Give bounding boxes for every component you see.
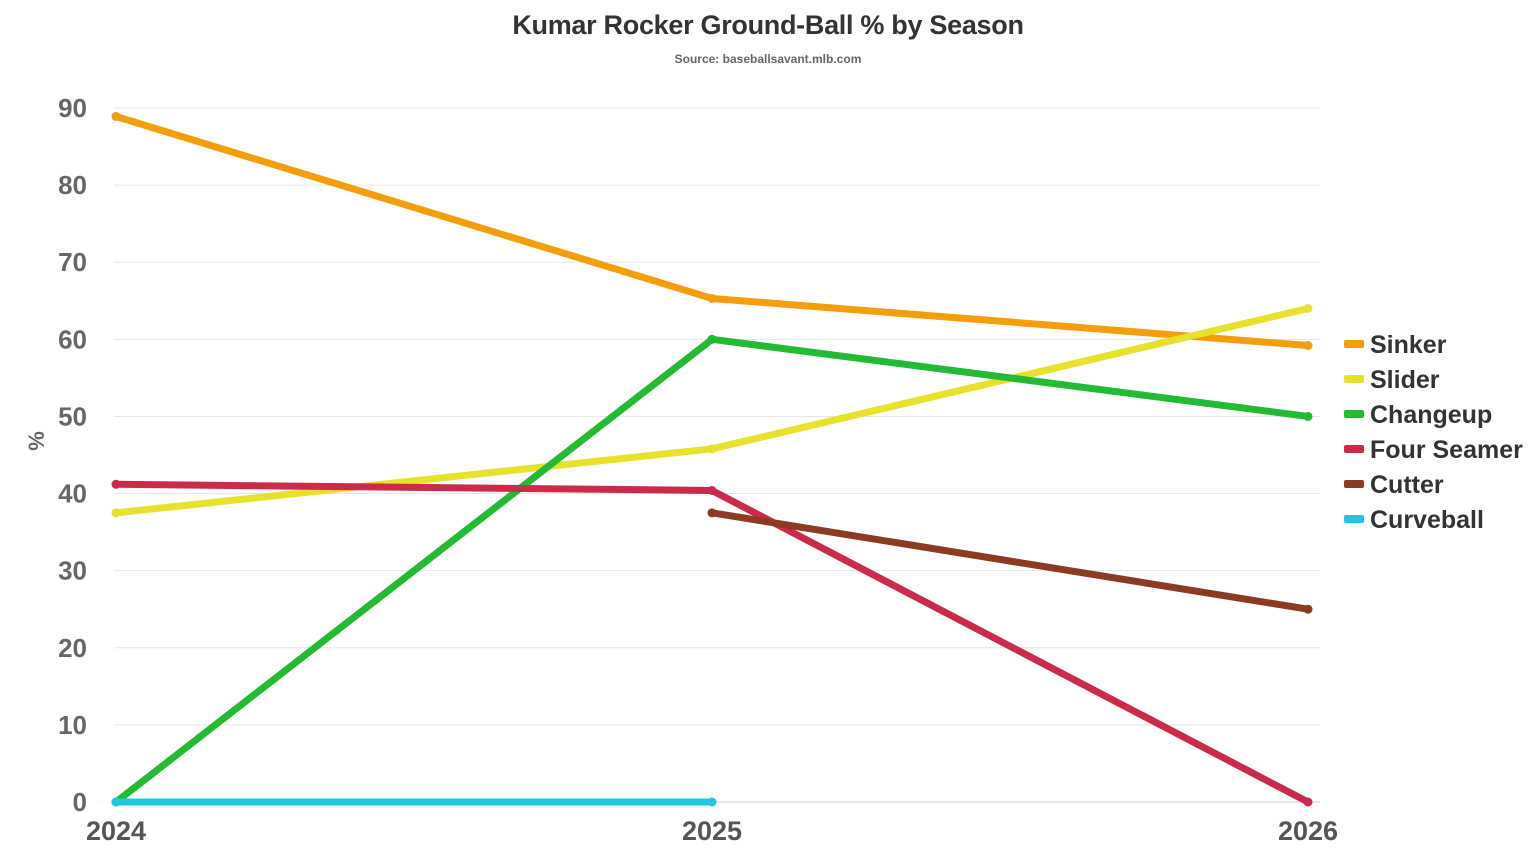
legend-label-sinker: Sinker bbox=[1370, 331, 1447, 359]
data-point-slider bbox=[111, 508, 121, 518]
legend-label-curveball: Curveball bbox=[1370, 506, 1484, 534]
x-tick-label: 2025 bbox=[682, 816, 742, 846]
data-point-curveball bbox=[111, 797, 121, 807]
legend-swatch-curveball bbox=[1344, 515, 1364, 523]
y-axis-label: % bbox=[24, 431, 49, 451]
y-tick-label: 30 bbox=[58, 556, 87, 586]
series-cutter bbox=[707, 508, 1313, 614]
y-tick-label: 70 bbox=[58, 247, 87, 277]
y-tick-label: 80 bbox=[58, 170, 87, 200]
legend-label-four-seamer: Four Seamer bbox=[1370, 436, 1523, 464]
series-slider bbox=[111, 303, 1313, 518]
legend-label-cutter: Cutter bbox=[1370, 471, 1444, 499]
series-sinker bbox=[111, 111, 1313, 351]
data-point-sinker bbox=[707, 293, 717, 303]
y-tick-label: 10 bbox=[58, 710, 87, 740]
series-line-cutter bbox=[708, 509, 1312, 613]
legend-swatch-sinker bbox=[1344, 340, 1364, 348]
x-tick-label: 2024 bbox=[86, 816, 146, 846]
data-point-curveball bbox=[707, 797, 717, 807]
data-point-cutter bbox=[707, 508, 717, 518]
legend-label-changeup: Changeup bbox=[1370, 401, 1492, 429]
data-point-slider bbox=[1303, 303, 1313, 313]
series-line-four-seamer bbox=[112, 480, 1312, 806]
y-tick-label: 20 bbox=[58, 633, 87, 663]
chart-title: Kumar Rocker Ground-Ball % by Season bbox=[512, 10, 1024, 40]
data-point-changeup bbox=[1303, 411, 1313, 421]
legend-swatch-four-seamer bbox=[1344, 445, 1364, 453]
legend-label-slider: Slider bbox=[1370, 366, 1440, 394]
legend-swatch-slider bbox=[1344, 375, 1364, 383]
y-tick-label: 40 bbox=[58, 479, 87, 509]
data-point-changeup bbox=[707, 334, 717, 344]
legend-swatch-cutter bbox=[1344, 480, 1364, 488]
series-four-seamer bbox=[111, 479, 1313, 807]
y-tick-label: 60 bbox=[58, 324, 87, 354]
data-point-sinker bbox=[111, 111, 121, 121]
y-tick-label: 50 bbox=[58, 401, 87, 431]
data-point-cutter bbox=[1303, 604, 1313, 614]
data-point-four-seamer bbox=[707, 485, 717, 495]
data-point-four-seamer bbox=[111, 479, 121, 489]
chart-subtitle: Source: baseballsavant.mlb.com bbox=[674, 52, 862, 66]
data-point-slider bbox=[707, 444, 717, 454]
legend-swatch-changeup bbox=[1344, 410, 1364, 418]
y-tick-label: 90 bbox=[58, 93, 87, 123]
data-point-four-seamer bbox=[1303, 797, 1313, 807]
x-tick-label: 2026 bbox=[1278, 816, 1338, 846]
series-line-sinker bbox=[112, 112, 1312, 350]
y-tick-label: 0 bbox=[73, 787, 87, 817]
data-point-sinker bbox=[1303, 341, 1313, 351]
series-curveball bbox=[111, 797, 717, 807]
